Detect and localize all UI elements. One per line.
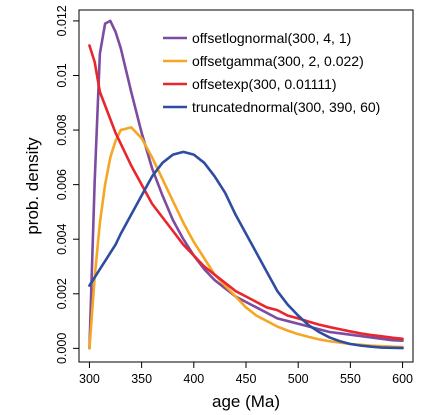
series-lines bbox=[88, 19, 404, 350]
x-tick-label: 350 bbox=[131, 372, 152, 386]
y-tick-label: 0.006 bbox=[55, 169, 69, 200]
y-tick-label: 0.002 bbox=[55, 278, 69, 309]
y-axis: 0.000 0.002 0.004 0.006 0.008 0.01 0.012 bbox=[55, 5, 79, 364]
legend-label-0: offsetlognormal(300, 4, 1) bbox=[192, 30, 351, 46]
y-tick-label: 0.000 bbox=[55, 333, 69, 364]
x-tick-label: 600 bbox=[392, 372, 413, 386]
series-line-0 bbox=[88, 19, 404, 350]
y-tick-label: 0.01 bbox=[55, 63, 69, 87]
legend-label-3: truncatednormal(300, 390, 60) bbox=[192, 99, 380, 115]
series-line-2 bbox=[88, 44, 404, 341]
legend: offsetlognormal(300, 4, 1) offsetgamma(30… bbox=[163, 30, 380, 115]
legend-label-1: offsetgamma(300, 2, 0.022) bbox=[192, 53, 364, 69]
x-tick-label: 300 bbox=[79, 372, 100, 386]
series-line-1 bbox=[88, 126, 404, 350]
series-line-3 bbox=[88, 150, 404, 350]
x-tick-label: 450 bbox=[236, 372, 257, 386]
y-axis-title: prob. density bbox=[23, 137, 42, 235]
y-tick-label: 0.008 bbox=[55, 114, 69, 145]
legend-label-2: offsetexp(300, 0.01111) bbox=[192, 76, 337, 92]
x-tick-label: 550 bbox=[340, 372, 361, 386]
x-axis: 300 350 400 450 500 550 600 bbox=[79, 362, 413, 386]
x-axis-title: age (Ma) bbox=[212, 392, 280, 411]
y-tick-label: 0.004 bbox=[55, 224, 69, 255]
x-tick-label: 500 bbox=[288, 372, 309, 386]
x-tick-label: 400 bbox=[183, 372, 204, 386]
y-tick-label: 0.012 bbox=[55, 5, 69, 36]
